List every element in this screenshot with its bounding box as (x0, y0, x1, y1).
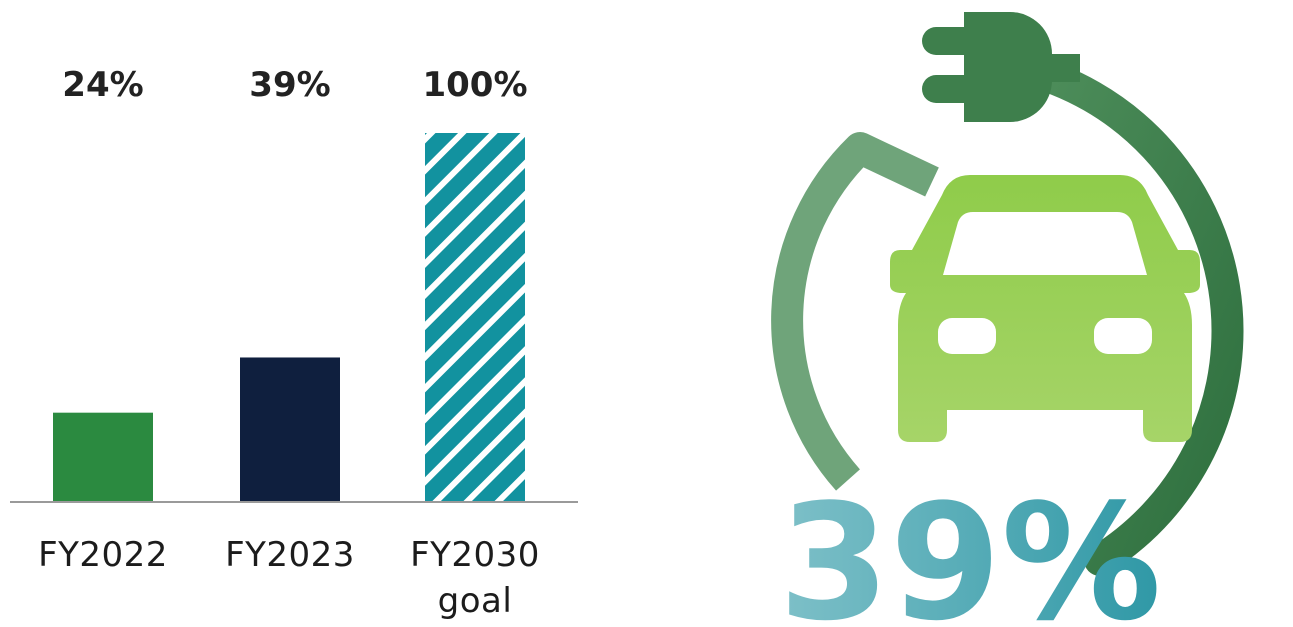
bar-fy2023 (240, 357, 340, 501)
electric-car-icon (890, 175, 1200, 442)
x-tick-label: goal (438, 581, 513, 621)
ev-charging-graphic: 39% (771, 12, 1244, 627)
x-tick-label: FY2023 (225, 535, 355, 575)
plug-icon (922, 12, 1080, 122)
data-label: 39% (249, 65, 330, 105)
charging-ring-right (1004, 52, 1244, 576)
data-label: 24% (62, 65, 143, 105)
charging-ring-left (771, 132, 939, 491)
data-label: 100% (422, 65, 527, 105)
x-tick-label: FY2030 (410, 535, 540, 575)
bar-fy2022 (53, 412, 153, 501)
big-percent-value: 39% (779, 469, 1162, 627)
x-tick-label: FY2022 (38, 535, 168, 575)
bar-fy2030-goal (425, 133, 525, 501)
bar-chart: 24% FY2022 39% FY2023 100% FY2030 goal (10, 65, 578, 621)
